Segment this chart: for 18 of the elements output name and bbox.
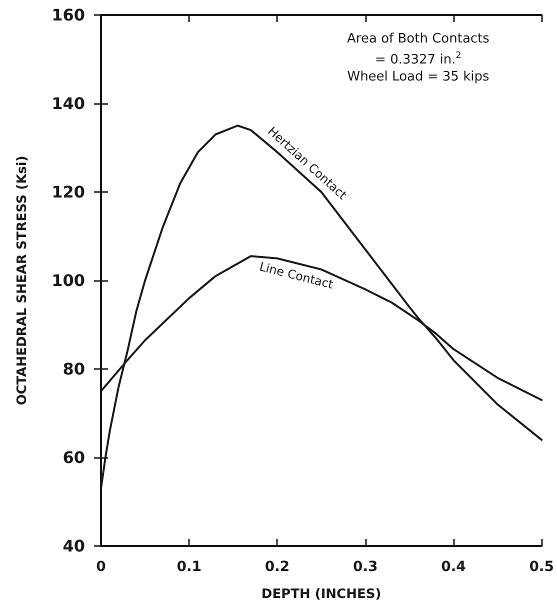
y-axis-title: OCTAHEDRAL SHEAR STRESS (Ksi)	[15, 156, 30, 406]
x-tick-label: 0.4	[441, 559, 466, 575]
annotation: Area of Both Contacts	[347, 32, 490, 47]
x-tick-label: 0.5	[529, 559, 554, 575]
y-tick-label: 120	[52, 182, 85, 202]
x-tick-label: 0	[96, 559, 106, 575]
x-tick-label: 0.1	[176, 559, 202, 575]
y-tick-label: 140	[52, 94, 85, 113]
x-axis-title: DEPTH (INCHES)	[261, 587, 382, 602]
y-tick-label: 160	[52, 6, 85, 24]
x-tick-label: 0.3	[352, 559, 378, 575]
y-tick-label: 60	[62, 448, 85, 467]
text: Line Contact	[258, 260, 335, 292]
annotation: Wheel Load = 35 kips	[347, 70, 490, 85]
y-tick-label: 100	[52, 271, 85, 290]
y-tick-label: 80	[62, 360, 85, 378]
x-tick-label: 0.2	[264, 559, 290, 575]
y-tick-label: 40	[62, 536, 85, 556]
